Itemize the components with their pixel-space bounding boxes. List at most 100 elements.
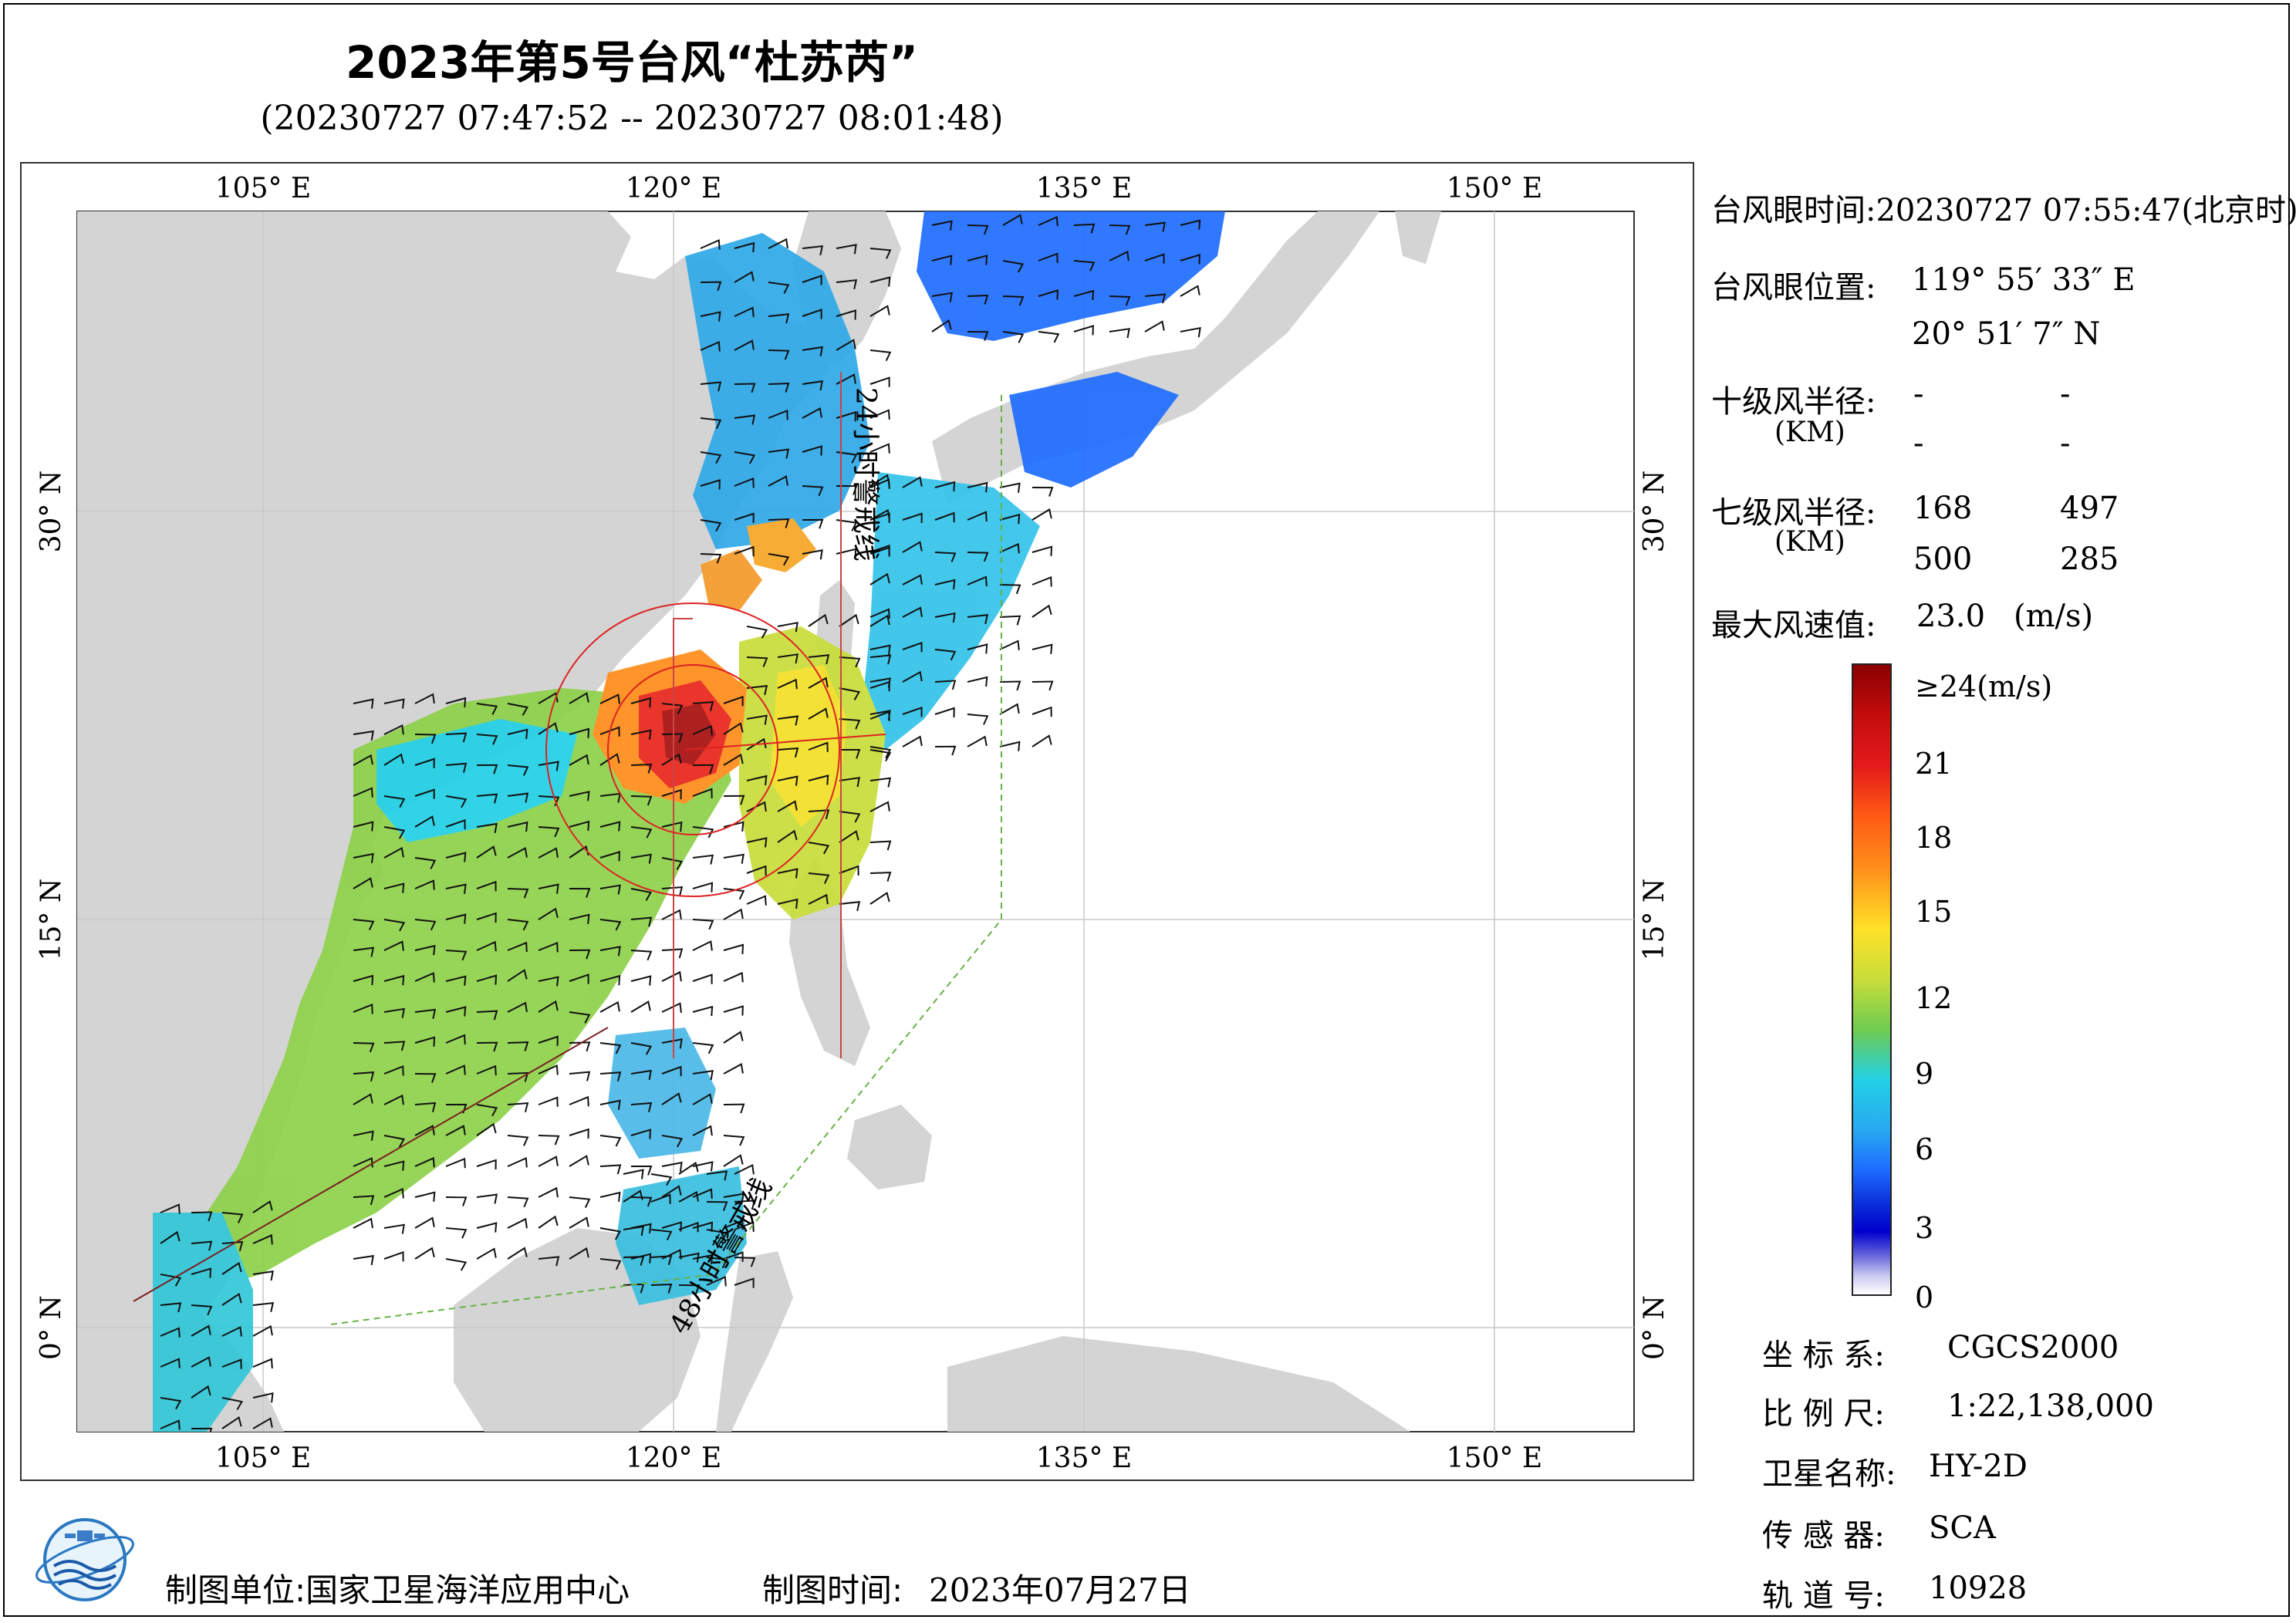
wind-barb (869, 409, 890, 420)
wind-barb (599, 919, 622, 931)
wind-barb (507, 1102, 529, 1112)
wind-barb (507, 728, 528, 739)
wind-barb (869, 276, 891, 287)
wind-barb (476, 1065, 497, 1076)
wind-barb (746, 714, 768, 725)
wind-barb (623, 1256, 645, 1266)
wind-barb (507, 888, 529, 899)
wind-barb (999, 703, 1020, 715)
wind-barb (414, 693, 435, 704)
sulawesi (716, 1251, 793, 1432)
map-title: 2023年第5号台风“杜苏芮” (345, 36, 919, 89)
wind-barb (661, 753, 682, 766)
wind-barb (723, 1005, 744, 1016)
wind-barb (445, 1034, 466, 1045)
wind-barb (599, 1042, 622, 1054)
wind-barb (252, 1324, 273, 1337)
wind-barb (445, 697, 467, 708)
wind-barb (967, 224, 989, 235)
wind-barb (746, 656, 768, 667)
wind-barb (221, 1240, 244, 1251)
top-label-135: 135° E (1036, 173, 1132, 204)
wind-barb (723, 722, 744, 735)
wind-barb (650, 1173, 673, 1186)
wind-barb (383, 826, 406, 839)
wind-barb (734, 545, 755, 557)
wind-barb (1073, 325, 1094, 336)
wind-barb (160, 1230, 181, 1244)
wind-barb (383, 1188, 404, 1199)
wind-barb (1032, 508, 1052, 521)
wind-barb (902, 574, 923, 585)
wind-barb (414, 1191, 436, 1202)
warning-line-48h (329, 395, 1002, 1325)
wind-barb (569, 1128, 589, 1139)
wind-barb (221, 1358, 242, 1369)
wind-barb (538, 1256, 560, 1267)
wind-barb (692, 1125, 713, 1136)
wind-barb (836, 519, 858, 531)
wind-barb (723, 888, 745, 900)
wind-barb (538, 1035, 559, 1046)
wind-barb (414, 972, 435, 983)
wind-barb (934, 612, 956, 623)
wind-barb (1109, 328, 1130, 339)
left-label-15: 15° N (35, 879, 67, 961)
swath-japan-sea (917, 211, 1225, 341)
wind-barb (723, 1154, 744, 1167)
wind-barb (700, 381, 722, 392)
wind-barb (383, 846, 404, 859)
wind-barb (476, 764, 498, 774)
swath-east-luzon (608, 1027, 716, 1159)
wind-barb (1073, 223, 1096, 234)
top-label-105: 105° E (215, 173, 311, 204)
wind-barb (869, 891, 890, 905)
wind-barb (734, 383, 756, 393)
wind-barb (650, 1255, 673, 1266)
wind-barb (661, 1135, 684, 1148)
bottom-label-135: 135° E (1036, 1442, 1132, 1474)
wind-barb (191, 1324, 211, 1337)
wind-barb (476, 974, 498, 985)
wind-barb (836, 278, 858, 290)
wind-barb (599, 946, 621, 957)
wind-barb (836, 339, 856, 351)
wind-barb (808, 707, 829, 720)
typhoon-map[interactable]: 24小时警戒线 48小时警戒线 105° E 120° E 135° E 150… (22, 164, 1693, 1480)
left-label-30: 30° N (35, 471, 67, 553)
wind-barb (746, 801, 767, 812)
wind-barb (630, 1129, 651, 1139)
wind-barb (191, 1267, 212, 1278)
wind-barb (734, 1163, 755, 1175)
swath-low-south (153, 1213, 253, 1432)
top-label-150: 150° E (1447, 173, 1542, 204)
wind-barb (839, 830, 859, 843)
wind-barb (661, 970, 682, 982)
wind-barb (569, 791, 590, 801)
wind-barb (808, 654, 830, 665)
wind-barb (934, 579, 956, 590)
wind-barb (1109, 224, 1131, 235)
wind-barb (476, 1041, 498, 1052)
eye-time-label: 台风眼时间: (1711, 193, 1876, 228)
wind-barb (191, 1304, 213, 1316)
wind-barb (599, 1258, 622, 1270)
eye-time-row: 台风眼时间:20230727 07:55:47(北京时) (1711, 185, 2296, 230)
wind-barb (723, 1031, 744, 1044)
max-wind-label: 最大风速值: (1711, 608, 1876, 643)
wind-barb (661, 886, 684, 896)
wind-barb (383, 1223, 405, 1234)
wind-barb (967, 294, 989, 305)
colorbar-label-3: 3 (1915, 1211, 1934, 1245)
wind-barb (931, 292, 953, 302)
wind-barb (836, 485, 858, 495)
r10-value-1: - (1913, 376, 1924, 412)
wind-barb (476, 1222, 498, 1233)
wind-barb (746, 685, 768, 696)
wind-barb (160, 1419, 181, 1430)
wind-barb (869, 349, 892, 362)
wind-barb (630, 916, 653, 927)
wind-barb (661, 1092, 682, 1105)
wind-barb (934, 707, 955, 718)
sakhalin (1395, 211, 1441, 264)
